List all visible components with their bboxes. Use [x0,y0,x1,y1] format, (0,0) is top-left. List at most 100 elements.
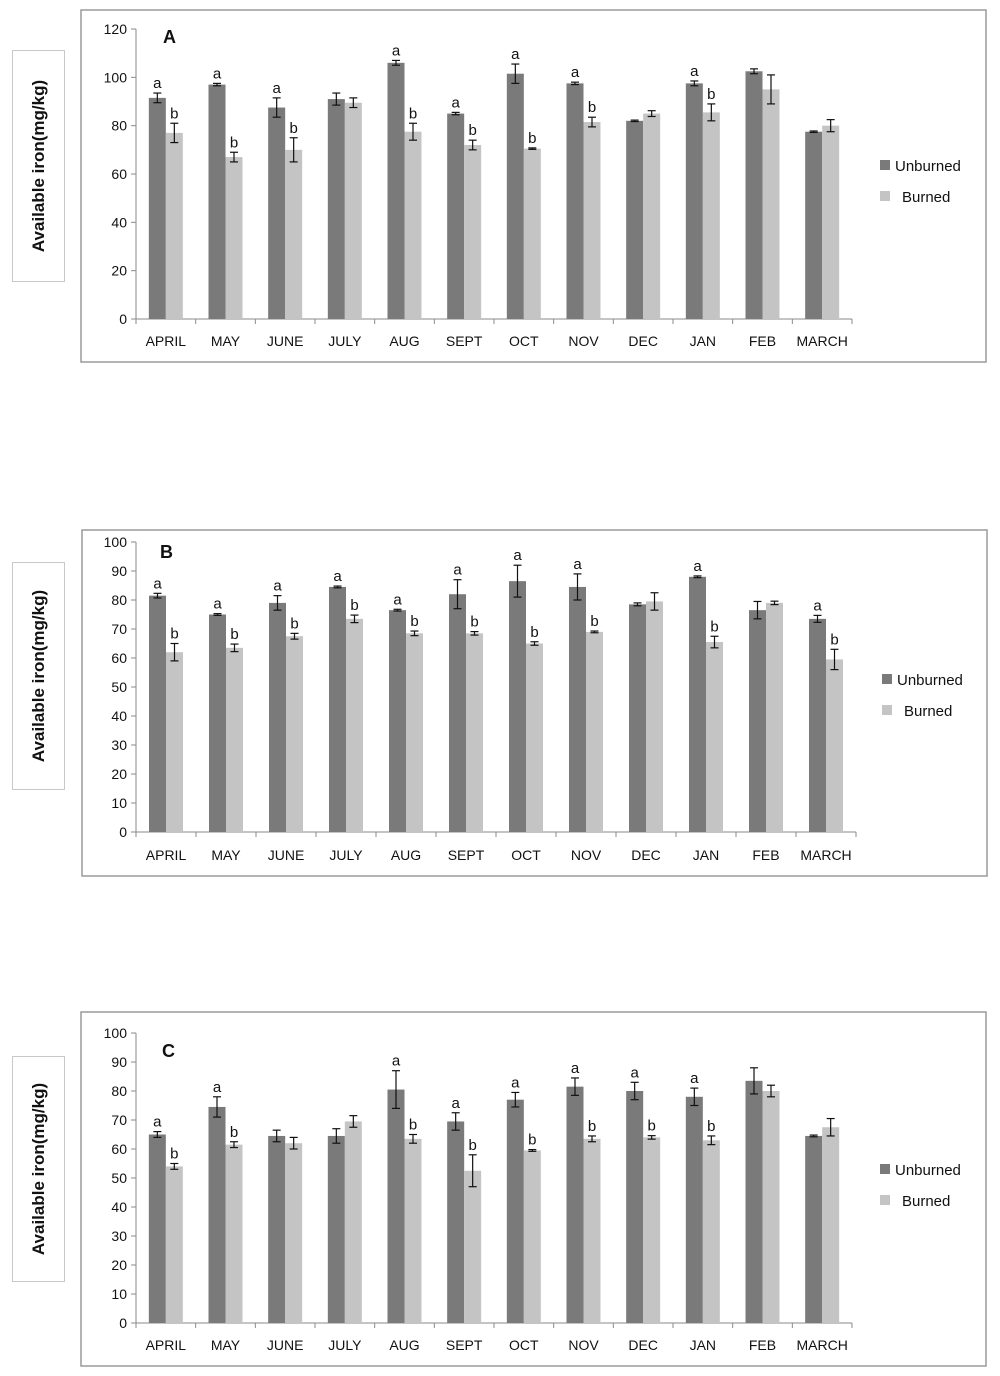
unburned-bar [387,62,405,319]
unburned-bar [506,73,524,319]
burned-bar [404,1138,422,1323]
x-tick-label: SEPT [448,847,485,863]
x-tick-label: JAN [690,1337,716,1353]
y-tick-label: 60 [111,650,127,666]
x-tick-label: OCT [509,333,539,349]
y-tick-label: 40 [111,1199,127,1215]
significance-letter: b [410,613,418,630]
unburned-bar [569,586,586,832]
burned-bar [225,1144,243,1323]
x-tick-label: NOV [568,1337,599,1353]
unburned-legend-label: Unburned [895,1162,961,1179]
unburned-bar [327,1135,345,1323]
y-tick-label: 0 [119,1315,127,1331]
unburned-bar [626,120,644,319]
panel-label: C [162,1041,175,1061]
significance-letter: b [409,1117,417,1134]
significance-letter: a [213,596,222,613]
y-tick-label: 80 [111,118,127,134]
unburned-bar [805,131,823,319]
unburned-bar [447,113,465,319]
significance-letter: b [170,1146,178,1163]
y-tick-label: 70 [111,1112,127,1128]
x-tick-label: JULY [329,847,363,863]
y-tick-label: 0 [119,824,127,840]
burned-bar [166,652,183,832]
x-tick-label: AUG [389,1337,419,1353]
y-tick-label: 40 [111,708,127,724]
significance-letter: a [273,578,282,595]
burned-bar [706,642,723,832]
burned-legend-swatch [882,705,892,715]
unburned-bar [809,618,826,832]
significance-letter: a [333,568,342,585]
burned-bar [586,631,603,832]
burned-bar [346,618,363,832]
x-tick-label: DEC [631,847,661,863]
burned-bar [404,131,422,319]
y-tick-label: 100 [104,69,128,85]
burned-bar [526,643,543,832]
y-axis-label-box: Available iron(mg/kg) [12,50,65,282]
y-tick-label: 120 [104,21,128,37]
x-tick-label: DEC [628,1337,658,1353]
y-axis-label-box: Available iron(mg/kg) [12,562,65,790]
burned-bar [762,89,780,320]
unburned-bar [389,610,406,832]
y-tick-label: 100 [104,1025,128,1041]
significance-letter: b [528,130,536,147]
unburned-bar [629,604,646,832]
y-tick-label: 50 [111,1170,127,1186]
significance-letter: b [290,615,298,632]
y-tick-label: 60 [111,1141,127,1157]
significance-letter: b [830,631,838,648]
significance-letter: a [392,42,401,59]
x-tick-label: NOV [571,847,602,863]
burned-bar [523,1150,541,1323]
significance-letter: b [707,1118,715,1135]
significance-letter: b [588,1118,596,1135]
significance-letter: a [813,597,822,614]
burned-bar [702,1140,720,1323]
x-tick-label: MARCH [796,1337,847,1353]
chart-panel-b: Available iron(mg/kg) 0 10 20 30 40 50 60 70 80 9… [0,520,1000,890]
burned-bar [286,636,303,832]
unburned-bar [268,1135,286,1323]
y-tick-label: 20 [111,1257,127,1273]
x-tick-label: JUNE [268,847,305,863]
y-tick-label: 80 [111,592,127,608]
unburned-bar [689,576,706,832]
x-tick-label: SEPT [446,333,483,349]
unburned-bar [268,107,286,320]
significance-letter: a [690,63,699,80]
unburned-legend-label: Unburned [897,672,963,689]
significance-letter: a [573,556,582,573]
y-tick-label: 20 [111,263,127,279]
burned-legend-swatch [880,191,890,201]
x-tick-label: OCT [511,847,541,863]
significance-letter: b [289,120,297,137]
x-tick-label: MARCH [796,333,847,349]
bar-chart-b: 0102030405060708090100APRILabMAYabJUNEab… [81,529,988,877]
significance-letter: b [230,1124,238,1141]
x-tick-label: MARCH [800,847,851,863]
unburned-legend-swatch [882,674,892,684]
significance-letter: a [392,1053,401,1070]
significance-letter: b [170,626,178,643]
burned-bar [225,157,243,319]
significance-letter: a [453,562,462,579]
y-tick-label: 50 [111,679,127,695]
significance-letter: b [590,613,598,630]
burned-bar [226,647,243,832]
burned-bar [702,112,720,319]
significance-letter: a [690,1070,699,1087]
burned-bar [165,1166,183,1323]
significance-letter: b [470,614,478,631]
unburned-bar [209,614,226,832]
y-tick-label: 90 [111,1054,127,1070]
y-tick-label: 10 [111,1286,127,1302]
unburned-bar [506,1099,524,1323]
x-tick-label: JULY [328,1337,362,1353]
significance-letter: a [451,1095,460,1112]
x-tick-label: APRIL [146,333,187,349]
